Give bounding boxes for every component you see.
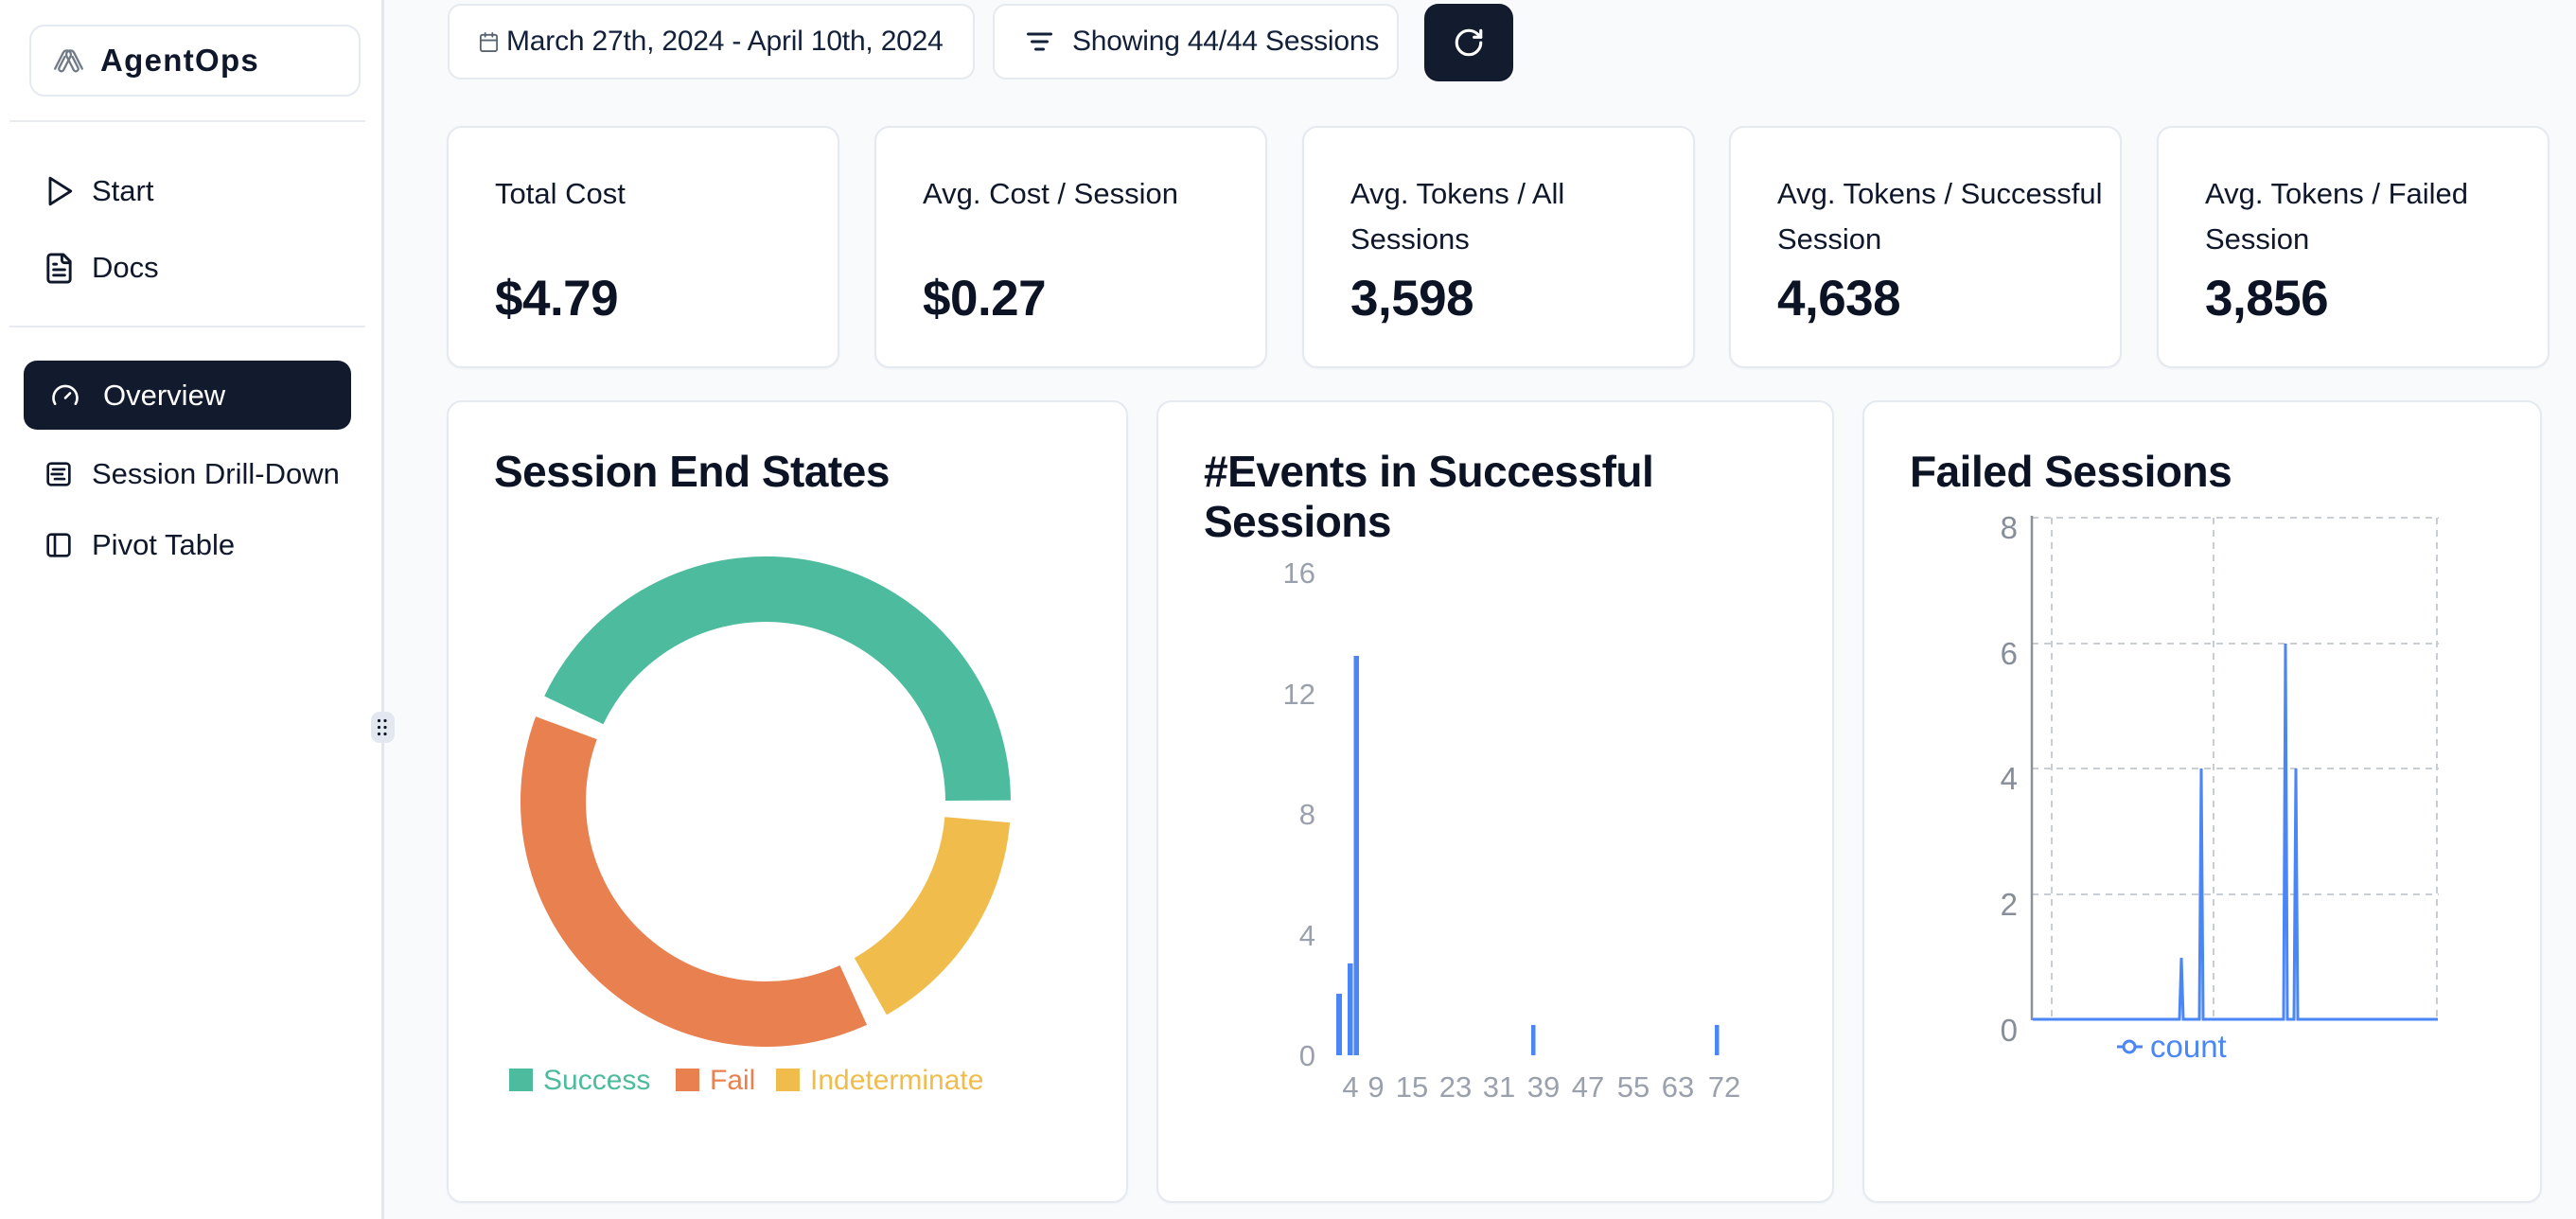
svg-text:4: 4 [2001,761,2018,796]
svg-text:Fail: Fail [710,1065,755,1096]
svg-text:6: 6 [2001,636,2018,671]
svg-text:9: 9 [1367,1070,1384,1104]
svg-text:12: 12 [1283,678,1315,711]
svg-text:72: 72 [1708,1070,1740,1104]
svg-text:39: 39 [1527,1070,1560,1104]
svg-text:Success: Success [543,1065,650,1096]
svg-text:15: 15 [1396,1070,1428,1104]
svg-text:16: 16 [1283,556,1315,590]
svg-text:55: 55 [1617,1070,1650,1104]
svg-text:2: 2 [2001,887,2018,922]
svg-text:4: 4 [1342,1070,1358,1104]
svg-text:8: 8 [1299,798,1315,831]
svg-text:8: 8 [2001,510,2018,545]
svg-text:0: 0 [1299,1039,1315,1072]
svg-text:Indeterminate: Indeterminate [810,1065,983,1096]
svg-text:4: 4 [1299,919,1315,952]
svg-text:31: 31 [1483,1070,1515,1104]
svg-text:0: 0 [2001,1013,2018,1048]
svg-text:23: 23 [1439,1070,1472,1104]
svg-text:63: 63 [1662,1070,1694,1104]
svg-text:47: 47 [1572,1070,1604,1104]
svg-text:count: count [2150,1029,2227,1064]
